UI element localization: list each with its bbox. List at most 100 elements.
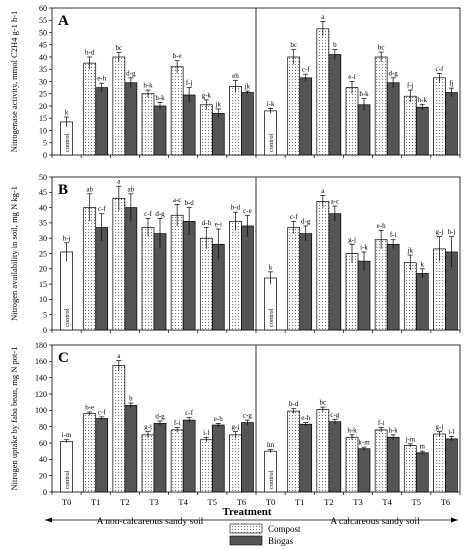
compost-bar (316, 28, 330, 156)
significance-letter: h-k (418, 96, 428, 104)
legend-label-biogas: Biogas (268, 536, 293, 546)
control-label: control (64, 470, 71, 489)
control-label: control (268, 133, 275, 152)
significance-letter: i-k (267, 100, 275, 108)
significance-letter: h-j (63, 234, 71, 242)
significance-letter: d-g (126, 69, 136, 77)
y-tick-label: 50 (39, 173, 47, 182)
panel-b: 0 5 10 15 20 25 30 35 40 45 50 B Nitrogen availabili… (9, 173, 461, 335)
y-tick-label: 40 (39, 53, 47, 62)
biogas-bar (299, 423, 313, 493)
significance-letter: k-m (358, 439, 370, 447)
significance-letter: g-j (144, 423, 152, 431)
significance-letter: bc (290, 41, 297, 49)
y-tick-label: 140 (35, 373, 47, 382)
y-tick-label: 5 (43, 311, 47, 320)
arrow-right-icon (451, 517, 458, 523)
control-label: control (268, 308, 275, 327)
y-tick-label: 0 (43, 488, 47, 497)
compost-bar (170, 214, 184, 331)
y-tick-label: 10 (39, 295, 47, 304)
significance-letter: f-j (186, 79, 193, 87)
significance-letter: b-d (289, 400, 299, 408)
significance-letter: h-k (359, 90, 369, 98)
y-tick-label: 50 (39, 28, 47, 37)
panel-label: B (58, 182, 68, 198)
significance-letter: a-c (173, 196, 182, 204)
compost-bar (403, 262, 417, 331)
biogas-bar (445, 92, 458, 156)
compost-bar (229, 221, 242, 331)
x-tick-label: T4 (178, 497, 188, 507)
y-tick-label: 15 (39, 114, 47, 123)
compost-bar (433, 433, 446, 493)
biogas-bar (211, 112, 225, 156)
compost-bar (287, 227, 301, 331)
y-tick-label: 20 (39, 102, 47, 111)
significance-letter: f-j (407, 82, 414, 90)
significance-letter: e-h (301, 414, 310, 422)
panel-label: A (58, 13, 69, 29)
biogas-bar (211, 424, 225, 493)
significance-letter: e-i (348, 73, 355, 81)
biogas-bar (299, 233, 313, 331)
significance-letter: f-i (174, 419, 181, 427)
significance-letter: k (269, 263, 273, 271)
legend-label-compost: Compost (268, 524, 301, 534)
compost-bar (141, 93, 155, 156)
significance-letter: b-d (184, 199, 194, 207)
compost-bar (374, 429, 388, 493)
biogas-bar (124, 82, 138, 156)
compost-bar (83, 62, 97, 156)
biogas-bar (328, 54, 342, 156)
panel-a: 0 5 10 15 20 25 30 35 40 45 50 55 60 A Nitrogenase act… (9, 4, 461, 160)
x-tick-label: T6 (441, 497, 450, 507)
x-tick-label: T0 (266, 497, 275, 507)
biogas-bar (328, 213, 342, 331)
significance-letter: f-i (390, 231, 397, 239)
biogas-bar (415, 106, 429, 156)
biogas-bar (182, 419, 196, 493)
compost-bar (374, 56, 388, 156)
y-tick-label: 25 (39, 249, 47, 258)
compost-bar (374, 239, 388, 331)
compost-bar (345, 253, 359, 331)
x-tick-label: T5 (208, 497, 217, 507)
biogas-bar (299, 77, 313, 156)
compost-bar (229, 434, 242, 493)
significance-letter: d-g (155, 412, 165, 420)
y-tick-label: 40 (39, 455, 47, 464)
y-tick-label: 160 (35, 357, 47, 366)
significance-letter: fj (449, 80, 453, 88)
y-tick-label: 45 (39, 188, 47, 197)
x-tick-label: T4 (382, 497, 392, 507)
significance-letter: c-f (436, 65, 444, 73)
biogas-bar (386, 82, 400, 156)
significance-letter: k (65, 109, 69, 117)
compost-bar (287, 56, 301, 156)
compost-bar (141, 227, 155, 331)
y-tick-label: 45 (39, 41, 47, 50)
y-tick-label: 40 (39, 203, 47, 212)
y-axis-title: Nitrogen uptake by faba bean, mg N pot-1 (9, 347, 19, 491)
significance-letter: b (333, 41, 337, 49)
y-tick-label: 80 (39, 422, 47, 431)
y-tick-label: 55 (39, 16, 47, 25)
legend-swatch-biogas (229, 535, 263, 546)
biogas-bar (95, 87, 109, 156)
significance-letter: a (117, 178, 121, 186)
compost-bar (170, 66, 184, 156)
x-tick-label: T2 (324, 497, 333, 507)
x-tick-label: T3 (149, 497, 158, 507)
significance-letter: ab (128, 185, 135, 193)
significance-letter: ab (86, 185, 93, 193)
significance-letter: d-g (388, 69, 398, 77)
significance-letter: a (117, 352, 121, 360)
y-tick-label: 30 (39, 77, 47, 86)
x-tick-label: T6 (237, 497, 246, 507)
y-tick-label: 100 (35, 406, 47, 415)
biogas-bar (95, 418, 109, 493)
significance-letter: g-k (202, 91, 212, 99)
significance-letter: h-k (143, 82, 153, 90)
